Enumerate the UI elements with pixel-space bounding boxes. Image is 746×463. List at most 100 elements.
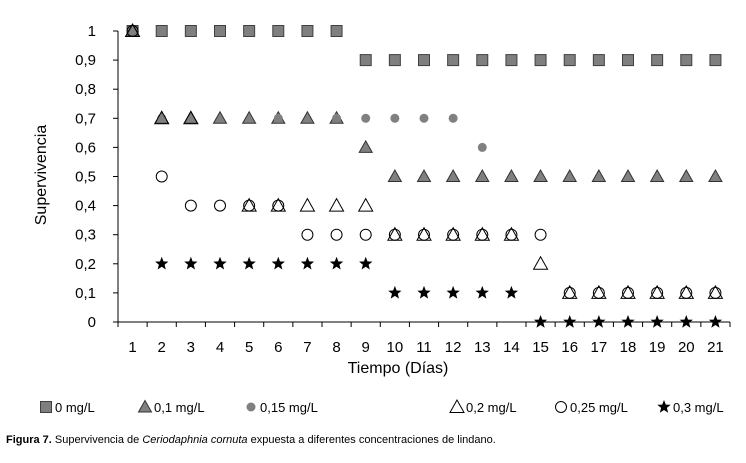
data-point-triangle-open: [153, 110, 170, 125]
data-point-star: [388, 285, 402, 299]
data-point-star: [679, 315, 693, 328]
x-tick-label: 4: [216, 339, 224, 356]
x-tick-label: 7: [303, 339, 311, 356]
y-axis-ticks: 0 0,1 0,2 0,3 0,4 0,5 0,6 0,7 0,8 0,9 1: [75, 23, 118, 331]
legend-label: 0,15 mg/L: [260, 400, 318, 415]
x-tick-label: 21: [707, 339, 724, 356]
x-axis-title: Tiempo (Días): [348, 360, 449, 377]
y-tick-label: 0,2: [75, 256, 96, 273]
data-point-square: [476, 54, 489, 67]
data-point-square: [534, 54, 547, 67]
data-point-circle-open: [622, 286, 634, 299]
data-point-star: [708, 315, 723, 328]
series-dot: [157, 113, 487, 152]
data-point-circle-open: [126, 25, 139, 37]
series-star: [155, 256, 723, 328]
x-tick-label: 10: [387, 339, 404, 356]
x-tick-label: 16: [561, 339, 578, 356]
x-tick-label: 5: [245, 339, 253, 356]
data-point-star: [650, 315, 664, 328]
x-tick-label: 18: [620, 339, 637, 356]
data-point-triangle-filled: [678, 168, 694, 182]
x-axis-ticks: 1 2 3 4 5 6 7 8 9 10 11 12 13 14 15 16 17 18 19 20 21: [117, 322, 731, 356]
data-point-triangle-filled: [591, 168, 607, 182]
data-point-square: [301, 25, 314, 37]
data-point-triangle-filled: [416, 168, 432, 182]
data-point-square: [622, 54, 634, 67]
legend-marker-circle-open: [555, 401, 567, 413]
data-point-circle-open: [359, 228, 372, 241]
y-tick-label: 0,9: [75, 52, 96, 69]
data-point-star: [184, 256, 198, 270]
data-point-triangle-filled: [533, 168, 548, 182]
data-point-star: [621, 315, 635, 328]
data-point-star: [446, 285, 460, 299]
data-point-dot: [419, 113, 429, 123]
data-point-triangle-filled: [562, 168, 578, 182]
data-point-square: [651, 54, 664, 67]
data-point-dot: [448, 113, 458, 123]
legend-marker-triangle-open: [449, 398, 465, 413]
data-point-square: [680, 54, 693, 67]
data-point-square: [709, 54, 722, 67]
legend-marker-square: [40, 401, 52, 413]
data-point-circle-open: [680, 286, 693, 299]
data-point-triangle-filled: [241, 110, 257, 124]
data-point-star: [271, 256, 285, 270]
data-point-circle-open: [155, 170, 168, 183]
data-point-star: [242, 256, 256, 270]
y-tick-label: 0,8: [75, 81, 96, 98]
x-tick-label: 17: [591, 339, 608, 356]
data-point-square: [418, 54, 430, 67]
data-point-circle-open: [563, 286, 576, 299]
y-tick-label: 0,4: [75, 198, 96, 215]
data-point-circle-open: [505, 228, 518, 241]
x-tick-label: 13: [474, 339, 491, 356]
legend-item: 0,2 mg/L: [449, 398, 517, 415]
data-point-triangle-filled: [300, 110, 315, 124]
data-point-triangle-filled: [445, 168, 461, 182]
data-point-triangle-filled: [620, 168, 636, 182]
x-tick-label: 3: [187, 339, 195, 356]
x-tick-label: 15: [532, 339, 549, 356]
legend-item: 0,25 mg/L: [555, 400, 628, 415]
legend-marker-star: [657, 400, 671, 413]
legend-marker-triangle-filled: [137, 399, 153, 413]
x-tick-label: 12: [445, 339, 462, 356]
data-point-circle-open: [272, 199, 285, 212]
data-point-dot: [390, 113, 400, 123]
data-point-triangle-open: [299, 197, 316, 212]
legend-label: 0,3 mg/L: [673, 400, 724, 415]
caption-text-after: expuesta a diferentes concentraciones de…: [247, 434, 496, 446]
data-point-triangle-open: [357, 197, 374, 212]
data-point-circle-open: [330, 228, 343, 241]
data-point-circle-open: [592, 286, 605, 299]
data-point-circle-open: [447, 228, 460, 241]
legend-marker-dot: [246, 402, 256, 412]
data-point-square: [447, 54, 460, 67]
figure-caption: Figura 7. Supervivencia de Ceriodaphnia …: [6, 434, 496, 446]
y-tick-label: 0,5: [75, 169, 96, 186]
data-point-triangle-filled: [183, 110, 199, 124]
data-point-dot: [157, 113, 167, 123]
data-point-triangle-filled: [708, 168, 723, 182]
data-point-square: [592, 54, 605, 67]
legend-item: 0,3 mg/L: [657, 400, 724, 415]
data-point-square: [184, 25, 197, 37]
data-point-triangle-filled: [649, 168, 665, 182]
data-point-square: [388, 54, 401, 67]
data-point-star: [155, 256, 169, 270]
x-tick-label: 8: [332, 339, 340, 356]
x-tick-label: 1: [128, 339, 136, 356]
data-point-star: [300, 256, 315, 270]
data-point-circle-open: [184, 199, 197, 212]
x-tick-label: 20: [678, 339, 695, 356]
x-tick-label: 14: [503, 339, 520, 356]
data-point-square: [243, 25, 256, 37]
y-tick-label: 0,7: [75, 110, 96, 127]
data-point-square: [330, 25, 343, 37]
legend-item: 0,15 mg/L: [246, 400, 318, 415]
data-point-triangle-filled: [358, 139, 374, 153]
data-point-circle-open: [388, 228, 401, 241]
